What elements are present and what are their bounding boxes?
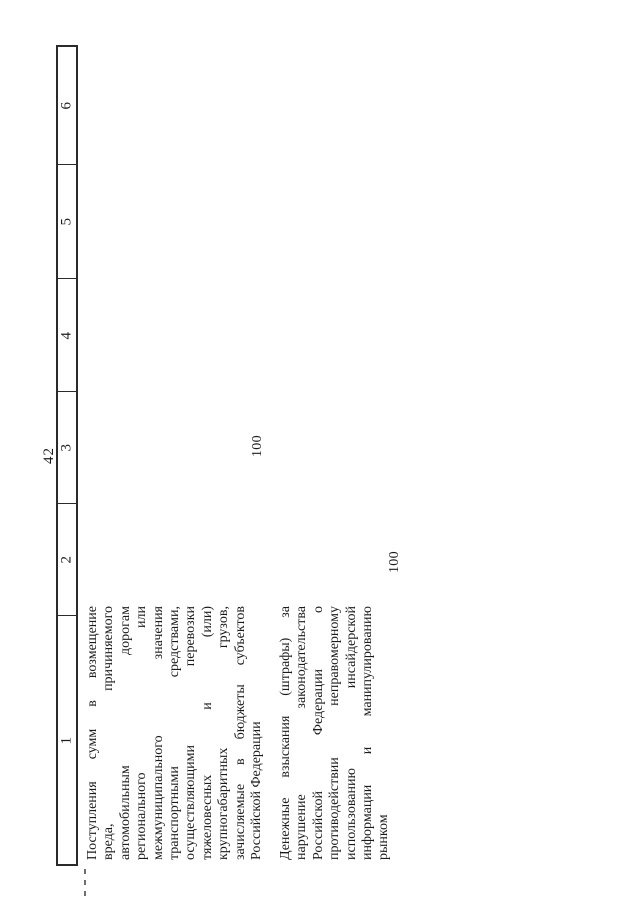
row2-description: Денежные взыскания (штрафы) за нарушение… xyxy=(278,606,393,860)
description-line: использованию инсайдерской xyxy=(343,606,359,860)
header-cell-label: 4 xyxy=(58,331,75,339)
description-line: противодействии неправомерному xyxy=(327,606,343,860)
table-header-cell-4: 4 xyxy=(58,279,76,392)
description-line: регионального или xyxy=(134,606,150,860)
description-line: межмуниципального значения xyxy=(150,606,166,860)
table-header-cell-5: 5 xyxy=(58,165,76,279)
table-header-cell-6: 6 xyxy=(58,47,76,165)
row2-col2-value: 100 xyxy=(387,551,402,573)
header-cell-label: 6 xyxy=(58,101,75,110)
description-line: зачисляемые в бюджеты субъектов xyxy=(232,606,248,860)
description-line: рынком xyxy=(376,814,392,860)
row1-col3-value: 100 xyxy=(250,435,265,457)
description-line: Российской Федерации о xyxy=(310,606,326,860)
description-line: крупногабаритных грузов, xyxy=(216,606,232,860)
description-line: осуществляющими перевозки xyxy=(183,606,199,860)
table-header-cell-1: 1 xyxy=(58,616,76,864)
header-cell-label: 1 xyxy=(58,736,75,744)
table-header-cell-3: 3 xyxy=(58,392,76,504)
description-line: автомобильным дорогам xyxy=(117,606,133,860)
description-line: транспортными средствами, xyxy=(166,606,182,860)
header-cell-label: 2 xyxy=(58,555,75,564)
table-header-row: 6 5 4 3 2 1 xyxy=(56,45,78,866)
row1-description: Поступления сумм в возмещение вреда, при… xyxy=(85,606,266,860)
description-line: Российской Федерации xyxy=(248,721,264,860)
description-line: Поступления сумм в возмещение xyxy=(85,606,100,860)
header-cell-label: 3 xyxy=(58,443,75,452)
description-line: тяжеловесных и (или) xyxy=(199,606,215,860)
scan-artifact xyxy=(84,869,86,902)
table-header-cell-2: 2 xyxy=(58,504,76,616)
description-line: Денежные взыскания (штрафы) за xyxy=(278,606,293,860)
header-cell-label: 5 xyxy=(58,217,75,226)
description-line: вреда, причиняемого xyxy=(101,606,117,860)
description-line: информации и манипулированию xyxy=(359,606,375,860)
description-line: нарушение законодательства xyxy=(294,606,310,860)
